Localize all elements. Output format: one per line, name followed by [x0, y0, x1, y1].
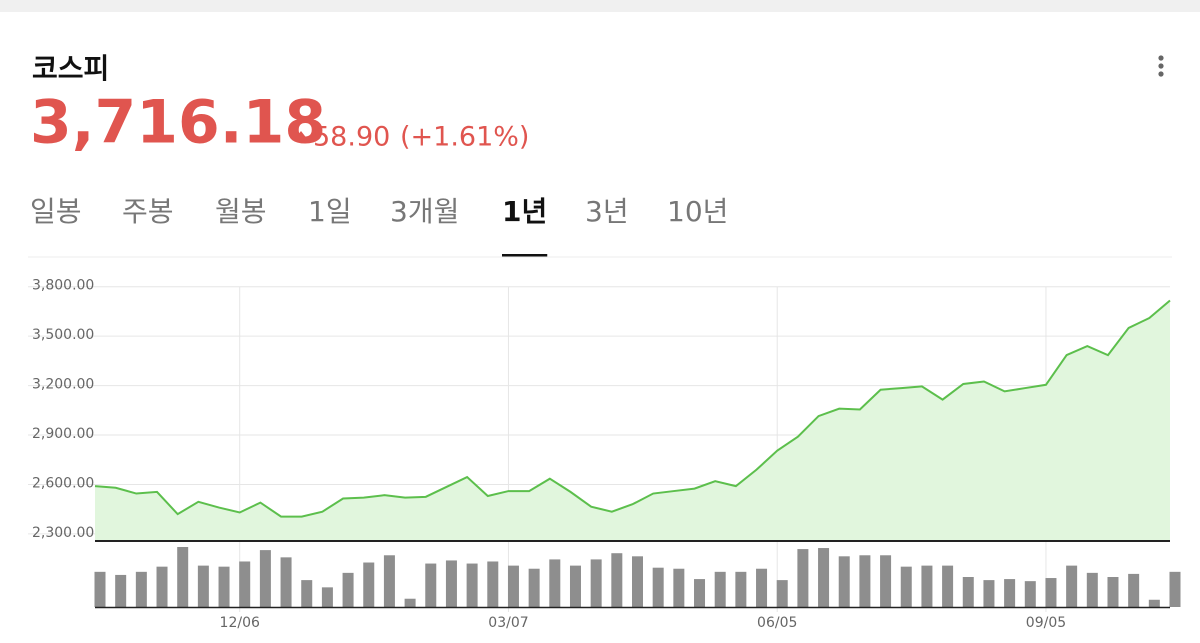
volume-bar — [1066, 565, 1078, 607]
chart: 2,300.00 2,600.00 2,900.00 3,200.00 3,500.00… — [28, 278, 1181, 631]
volume-bar — [714, 571, 726, 607]
volume-bar — [900, 566, 912, 607]
volume-bar — [1024, 581, 1036, 607]
volume-bar — [383, 555, 395, 607]
volume-bar — [735, 571, 747, 607]
tab[interactable]: 10년 — [667, 195, 728, 228]
volume-bar — [632, 556, 643, 607]
up-arrow — [294, 131, 308, 140]
y-tick-label: 2,300.00 — [32, 525, 94, 541]
volume-bar — [425, 563, 437, 607]
volume-bar — [115, 574, 127, 607]
volume-bar — [363, 562, 375, 607]
volume-bar — [838, 556, 850, 607]
price-line — [94, 299, 1171, 518]
x-tick-label: 03/07 — [488, 615, 528, 631]
volume-bar — [218, 566, 230, 607]
volume-bar — [590, 559, 602, 607]
change-pct: (+1.61%) — [400, 122, 529, 153]
volume-bar — [1086, 572, 1098, 607]
volume-bar — [1045, 578, 1057, 607]
volume-bar — [1169, 571, 1181, 607]
tab[interactable]: 3개월 — [390, 195, 459, 228]
x-tick-label: 12/06 — [220, 615, 260, 631]
y-tick-label: 3,500.00 — [32, 327, 94, 343]
volume-bar — [404, 598, 416, 607]
volume-bar — [1107, 577, 1119, 607]
price-area — [95, 300, 1170, 541]
index-title: 코스피 — [32, 52, 109, 85]
tab[interactable]: 1일 — [308, 195, 352, 228]
y-tick-label: 3,800.00 — [32, 278, 94, 294]
volume-bar — [259, 550, 271, 607]
price: 3,716.18 — [30, 88, 326, 158]
volume-bar — [445, 560, 457, 607]
volume-bar — [880, 555, 892, 607]
volume-bar — [135, 571, 147, 607]
tab[interactable]: 월봉 — [215, 195, 267, 228]
volume-bar — [776, 580, 788, 607]
volume-bar — [301, 580, 313, 607]
y-tick-label: 3,200.00 — [32, 377, 94, 393]
volume-bar — [611, 553, 623, 607]
volume-bar — [756, 568, 768, 607]
volume-bar — [239, 561, 251, 607]
volume-bar — [321, 587, 333, 607]
volume-bar — [983, 580, 995, 607]
tab[interactable]: 일봉 — [30, 195, 82, 228]
volume-bar — [1128, 573, 1140, 607]
y-tick-label: 2,600.00 — [32, 475, 94, 491]
volume-bar — [94, 571, 106, 607]
x-tick-label: 06/05 — [757, 615, 797, 631]
volume-bar — [1004, 579, 1016, 607]
volume-bar — [507, 565, 519, 607]
volume-bar — [942, 565, 954, 607]
volume-bar — [342, 572, 354, 607]
volume-bar — [921, 565, 933, 607]
volume-bar — [177, 547, 189, 607]
top-band — [0, 0, 1200, 12]
tab[interactable]: 3년 — [585, 195, 629, 228]
volume-bar — [528, 568, 540, 607]
volume-bar — [962, 577, 974, 607]
tabs: 일봉 주봉 월봉 1일 3개월 1년 3년 10년 — [30, 195, 728, 257]
change: 58.90 — [313, 122, 390, 153]
menu-icon[interactable] — [1158, 55, 1164, 77]
volume-bar — [797, 549, 809, 607]
volume-bar — [1148, 599, 1160, 607]
volume-bar — [673, 568, 685, 607]
tab-underline — [502, 254, 548, 257]
volume-bar — [487, 561, 499, 607]
volume-bar — [156, 566, 168, 607]
x-tick-label: 09/05 — [1026, 615, 1066, 631]
volume-bar — [859, 555, 871, 607]
volume-bar — [280, 557, 292, 607]
y-tick-label: 2,900.00 — [32, 426, 94, 442]
volume-bar — [652, 567, 664, 607]
volume-bar — [569, 565, 581, 607]
volume-bar — [197, 565, 209, 607]
volume-bar — [466, 563, 478, 607]
volume-bar — [694, 579, 706, 607]
tab[interactable]: 1년 — [502, 195, 547, 228]
volume-bar — [549, 559, 561, 607]
tab[interactable]: 주봉 — [122, 195, 174, 228]
volume-bar — [818, 548, 830, 607]
